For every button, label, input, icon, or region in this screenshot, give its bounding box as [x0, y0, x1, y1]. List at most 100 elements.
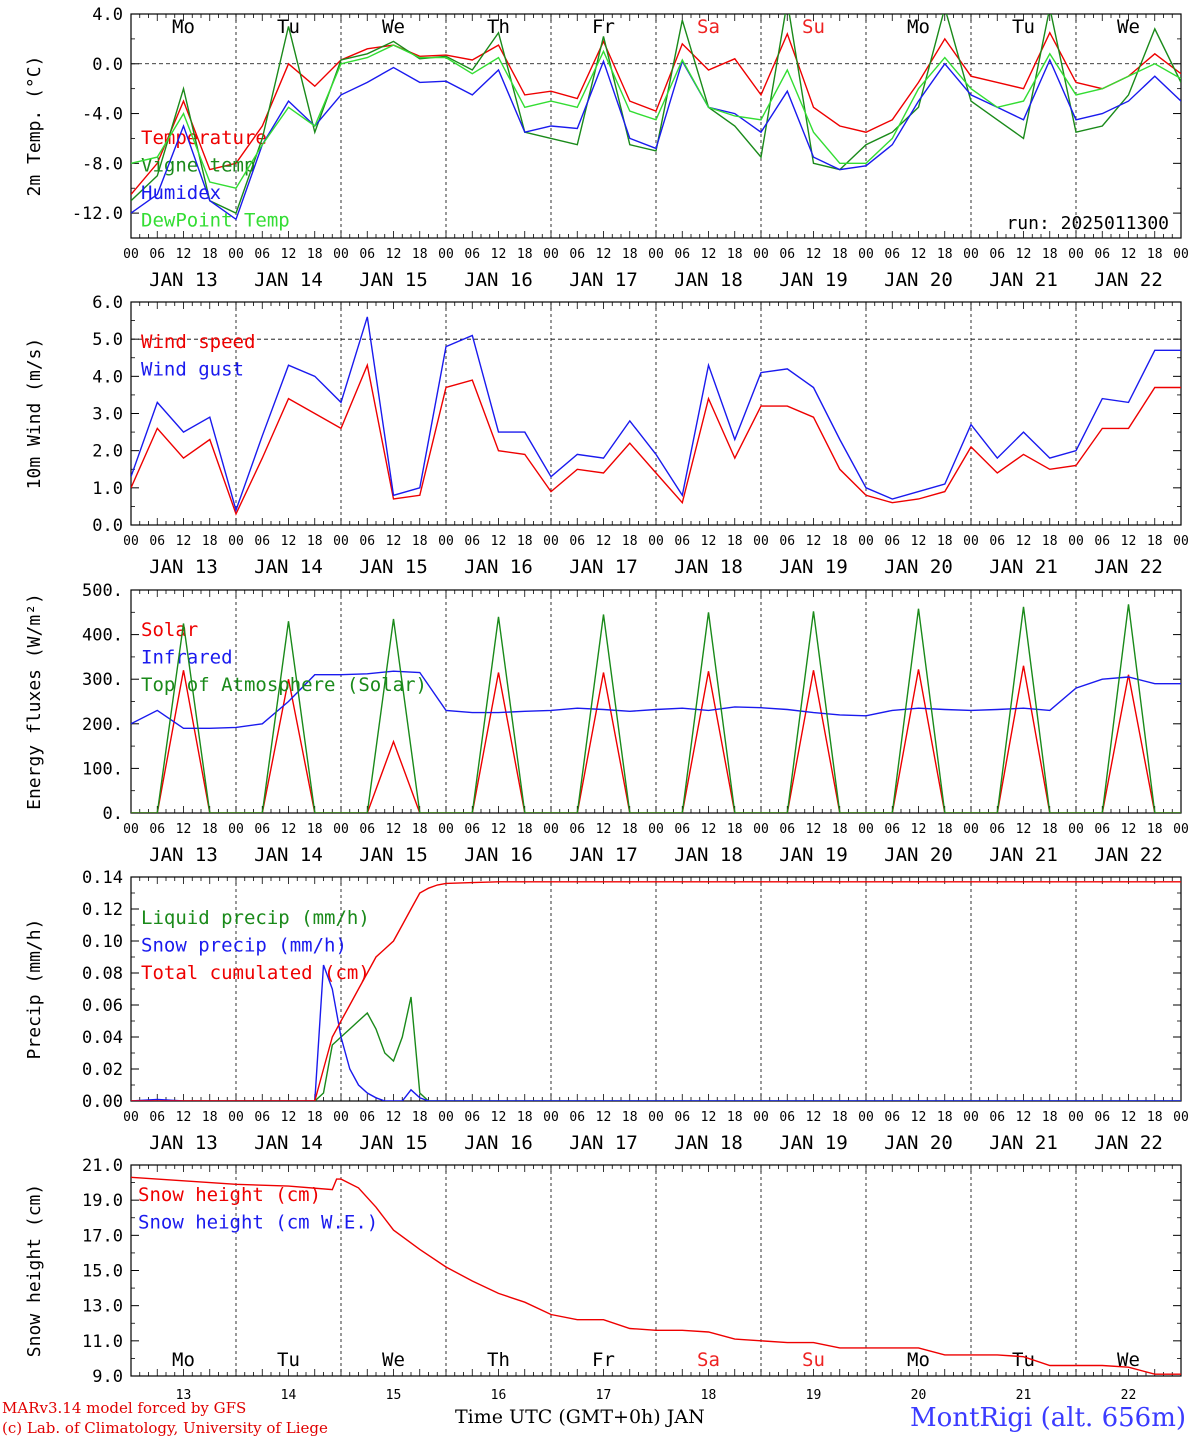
hour-tick-label: 12: [386, 247, 402, 262]
hour-tick-label: 12: [176, 534, 192, 549]
y-tick-label: 0.0: [92, 516, 123, 536]
day-number-label: 15: [386, 1388, 402, 1403]
date-label: JAN 15: [359, 556, 428, 578]
hour-tick-label: 18: [727, 1110, 743, 1125]
legend-entry: Wind speed: [141, 331, 255, 353]
y-tick-label: 400.: [82, 626, 123, 646]
hour-tick-label: 18: [937, 247, 953, 262]
y-axis-label: Snow height (cm): [24, 1184, 45, 1357]
series-line-infrared: [131, 670, 1181, 729]
date-label: JAN 19: [779, 1132, 848, 1154]
hour-tick-label: 00: [228, 247, 244, 262]
hour-tick-label: 00: [123, 534, 139, 549]
hour-tick-label: 00: [1068, 822, 1084, 837]
hour-tick-label: 12: [911, 534, 927, 549]
weekday-label: Sa: [697, 1349, 720, 1371]
y-tick-label: 0.02: [82, 1060, 123, 1080]
legend-entry: Solar: [141, 619, 198, 641]
hour-tick-label: 12: [1121, 247, 1137, 262]
hour-tick-label: 12: [491, 247, 507, 262]
y-tick-label: 17.0: [82, 1226, 123, 1246]
hour-tick-label: 00: [753, 534, 769, 549]
hour-tick-label: 12: [911, 822, 927, 837]
hour-tick-label: 12: [1121, 822, 1137, 837]
hour-tick-label: 18: [1042, 247, 1058, 262]
hour-tick-label: 06: [674, 247, 690, 262]
weekday-label: Mo: [172, 16, 195, 38]
hour-tick-label: 12: [596, 1110, 612, 1125]
date-label: JAN 13: [149, 1132, 218, 1154]
hour-tick-label: 00: [648, 534, 664, 549]
hour-tick-label: 00: [963, 534, 979, 549]
hour-tick-label: 00: [963, 822, 979, 837]
hour-tick-label: 06: [359, 534, 375, 549]
date-label: JAN 14: [254, 556, 323, 578]
panel-4: 0.14 0.12 0.10 0.08 0.06 0.04 0.02 0.00 Precip (…: [24, 868, 1189, 1154]
date-label: JAN 15: [359, 844, 428, 866]
y-tick-label: 200.: [82, 715, 123, 735]
hour-tick-label: 00: [1173, 822, 1189, 837]
hour-tick-label: 00: [1068, 247, 1084, 262]
hour-tick-label: 00: [1068, 1110, 1084, 1125]
hour-tick-label: 00: [123, 247, 139, 262]
hour-tick-label: 06: [779, 1110, 795, 1125]
panel-2: 6.0 5.0 4.0 3.0 2.0 1.0 0.0 10m Wind (m/s) 00 06 1…: [24, 293, 1189, 578]
date-label: JAN 22: [1094, 556, 1163, 578]
date-label: JAN 17: [569, 1132, 638, 1154]
hour-tick-label: 06: [359, 822, 375, 837]
hour-tick-label: 00: [543, 822, 559, 837]
date-label: JAN 13: [149, 556, 218, 578]
hour-tick-label: 06: [464, 247, 480, 262]
hour-tick-label: 00: [753, 822, 769, 837]
panel-frame: [130, 301, 1182, 526]
hour-tick-label: 12: [281, 822, 297, 837]
y-tick-label: 0.12: [82, 900, 123, 920]
date-label: JAN 18: [674, 1132, 743, 1154]
hour-tick-label: 06: [254, 1110, 270, 1125]
hour-tick-label: 12: [176, 822, 192, 837]
day-number-label: 20: [911, 1388, 927, 1403]
y-tick-label: 0.10: [82, 932, 123, 952]
hour-tick-label: 00: [333, 534, 349, 549]
legend-entry: Snow height (cm W.E.): [138, 1212, 378, 1234]
date-label: JAN 16: [464, 844, 533, 866]
hour-tick-label: 00: [858, 822, 874, 837]
hour-tick-label: 00: [123, 1110, 139, 1125]
series-line-vigne-temp: [131, 14, 1181, 215]
y-tick-label: 19.0: [82, 1191, 123, 1211]
hour-tick-label: 06: [569, 822, 585, 837]
y-axis-label: Precip (mm/h): [24, 919, 45, 1060]
hour-tick-label: 12: [281, 534, 297, 549]
y-tick-label: 4.0: [92, 5, 123, 25]
hour-tick-label: 00: [1173, 247, 1189, 262]
hour-tick-label: 06: [674, 1110, 690, 1125]
hour-tick-label: 06: [464, 534, 480, 549]
hour-tick-label: 18: [202, 534, 218, 549]
hour-tick-label: 18: [727, 534, 743, 549]
y-tick-label: 11.0: [82, 1332, 123, 1352]
y-tick-label: 13.0: [82, 1297, 123, 1317]
hour-tick-label: 06: [1094, 1110, 1110, 1125]
hour-tick-label: 00: [648, 822, 664, 837]
y-tick-label: 100.: [82, 759, 123, 779]
hour-tick-label: 18: [307, 1110, 323, 1125]
hour-tick-label: 12: [386, 1110, 402, 1125]
hour-tick-label: 12: [1016, 247, 1032, 262]
legend-entry: Snow height (cm): [138, 1184, 321, 1206]
hour-tick-label: 06: [779, 534, 795, 549]
panel-3: 500. 400. 300. 200. 100. 0. Energy fluxes (W/m…: [24, 581, 1189, 866]
hour-tick-label: 00: [438, 1110, 454, 1125]
weekday-label: We: [382, 1349, 405, 1371]
weekday-label: Fr: [592, 16, 615, 38]
hour-tick-label: 18: [202, 247, 218, 262]
hour-tick-label: 18: [832, 822, 848, 837]
date-label: JAN 21: [989, 269, 1058, 291]
hour-tick-label: 12: [1016, 822, 1032, 837]
date-label: JAN 21: [989, 844, 1058, 866]
hour-tick-label: 18: [307, 247, 323, 262]
hour-tick-label: 00: [753, 1110, 769, 1125]
weekday-label: Su: [802, 16, 825, 38]
y-tick-label: 3.0: [92, 405, 123, 425]
legend-entry: Snow precip (mm/h): [141, 935, 347, 957]
